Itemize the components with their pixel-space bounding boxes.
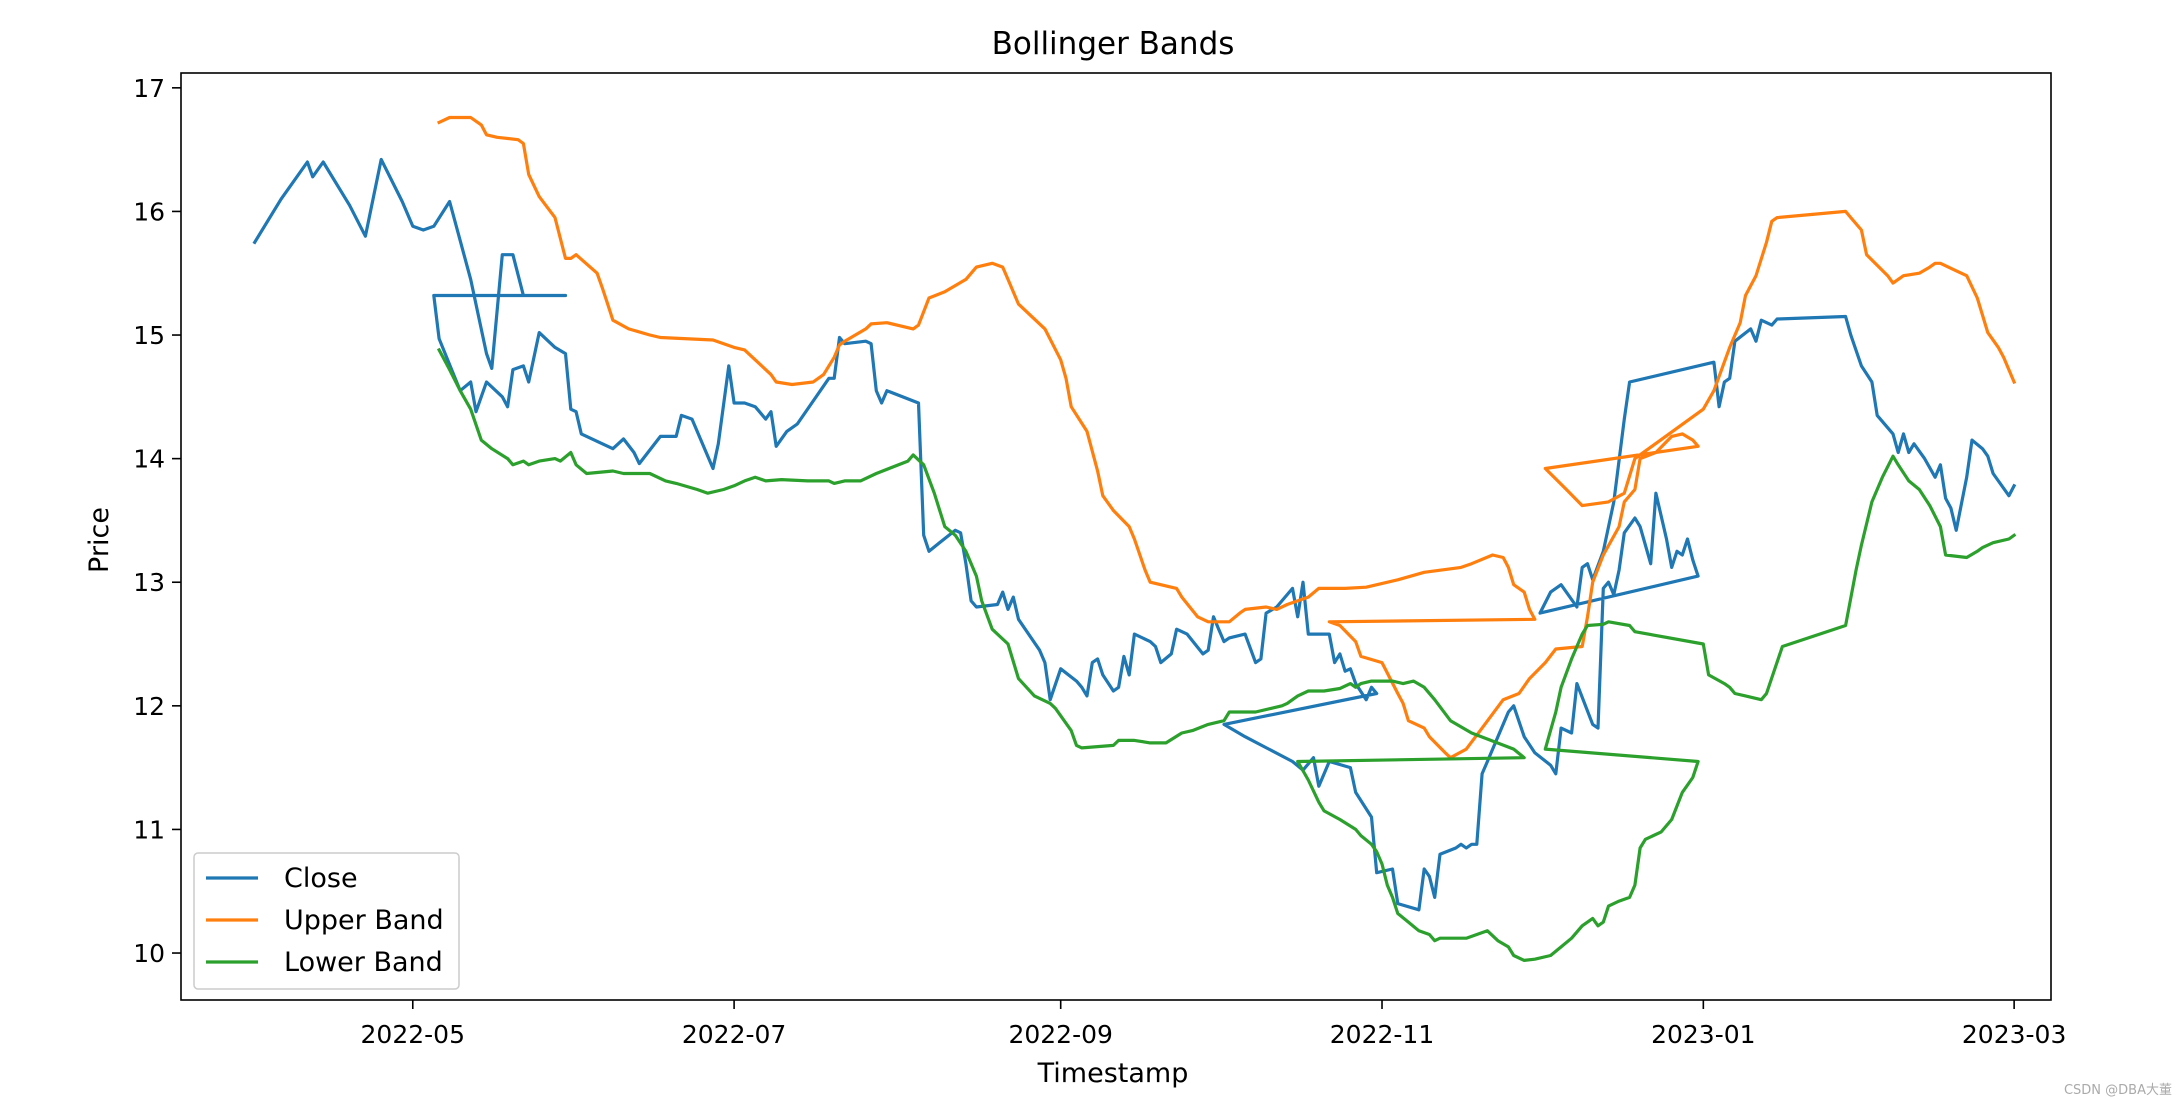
y-tick-label: 17 xyxy=(133,74,165,103)
y-tick-label: 15 xyxy=(133,321,165,350)
chart-title: Bollinger Bands xyxy=(992,26,1235,62)
y-tick-label: 13 xyxy=(133,568,165,597)
y-tick-label: 14 xyxy=(133,445,165,474)
x-tick-label: 2022-11 xyxy=(1330,1020,1434,1049)
y-tick-label: 10 xyxy=(133,939,165,968)
x-tick-label: 2022-09 xyxy=(1008,1020,1112,1049)
legend-label-close: Close xyxy=(284,863,358,894)
legend-box xyxy=(193,852,460,990)
axis-layer: 10 11 12 13 14 15 16 17 2022-05 2022-07 2022-09 202… xyxy=(133,72,2066,1049)
x-tick-label: 2023-03 xyxy=(1962,1020,2066,1049)
legend: Close Upper Band Lower Band xyxy=(193,852,460,990)
y-tick-label: 11 xyxy=(133,815,165,844)
plot-frame xyxy=(180,72,2052,1001)
x-axis-label: Timestamp xyxy=(1037,1058,1189,1089)
legend-label-lower-band: Lower Band xyxy=(284,947,443,978)
y-axis-label: Price xyxy=(84,507,115,573)
legend-label-upper-band: Upper Band xyxy=(284,905,444,936)
series-line-lower-band xyxy=(436,347,2017,962)
y-tick-label: 16 xyxy=(133,197,165,226)
x-tick-label: 2023-01 xyxy=(1651,1020,1755,1049)
x-tick-label: 2022-05 xyxy=(361,1020,465,1049)
series-line-upper-band xyxy=(436,115,2017,760)
series-layer xyxy=(252,115,2017,962)
x-tick-label: 2022-07 xyxy=(682,1020,786,1049)
watermark-text: CSDN @DBA大董 xyxy=(2064,1083,2172,1098)
y-tick-label: 12 xyxy=(133,692,165,721)
